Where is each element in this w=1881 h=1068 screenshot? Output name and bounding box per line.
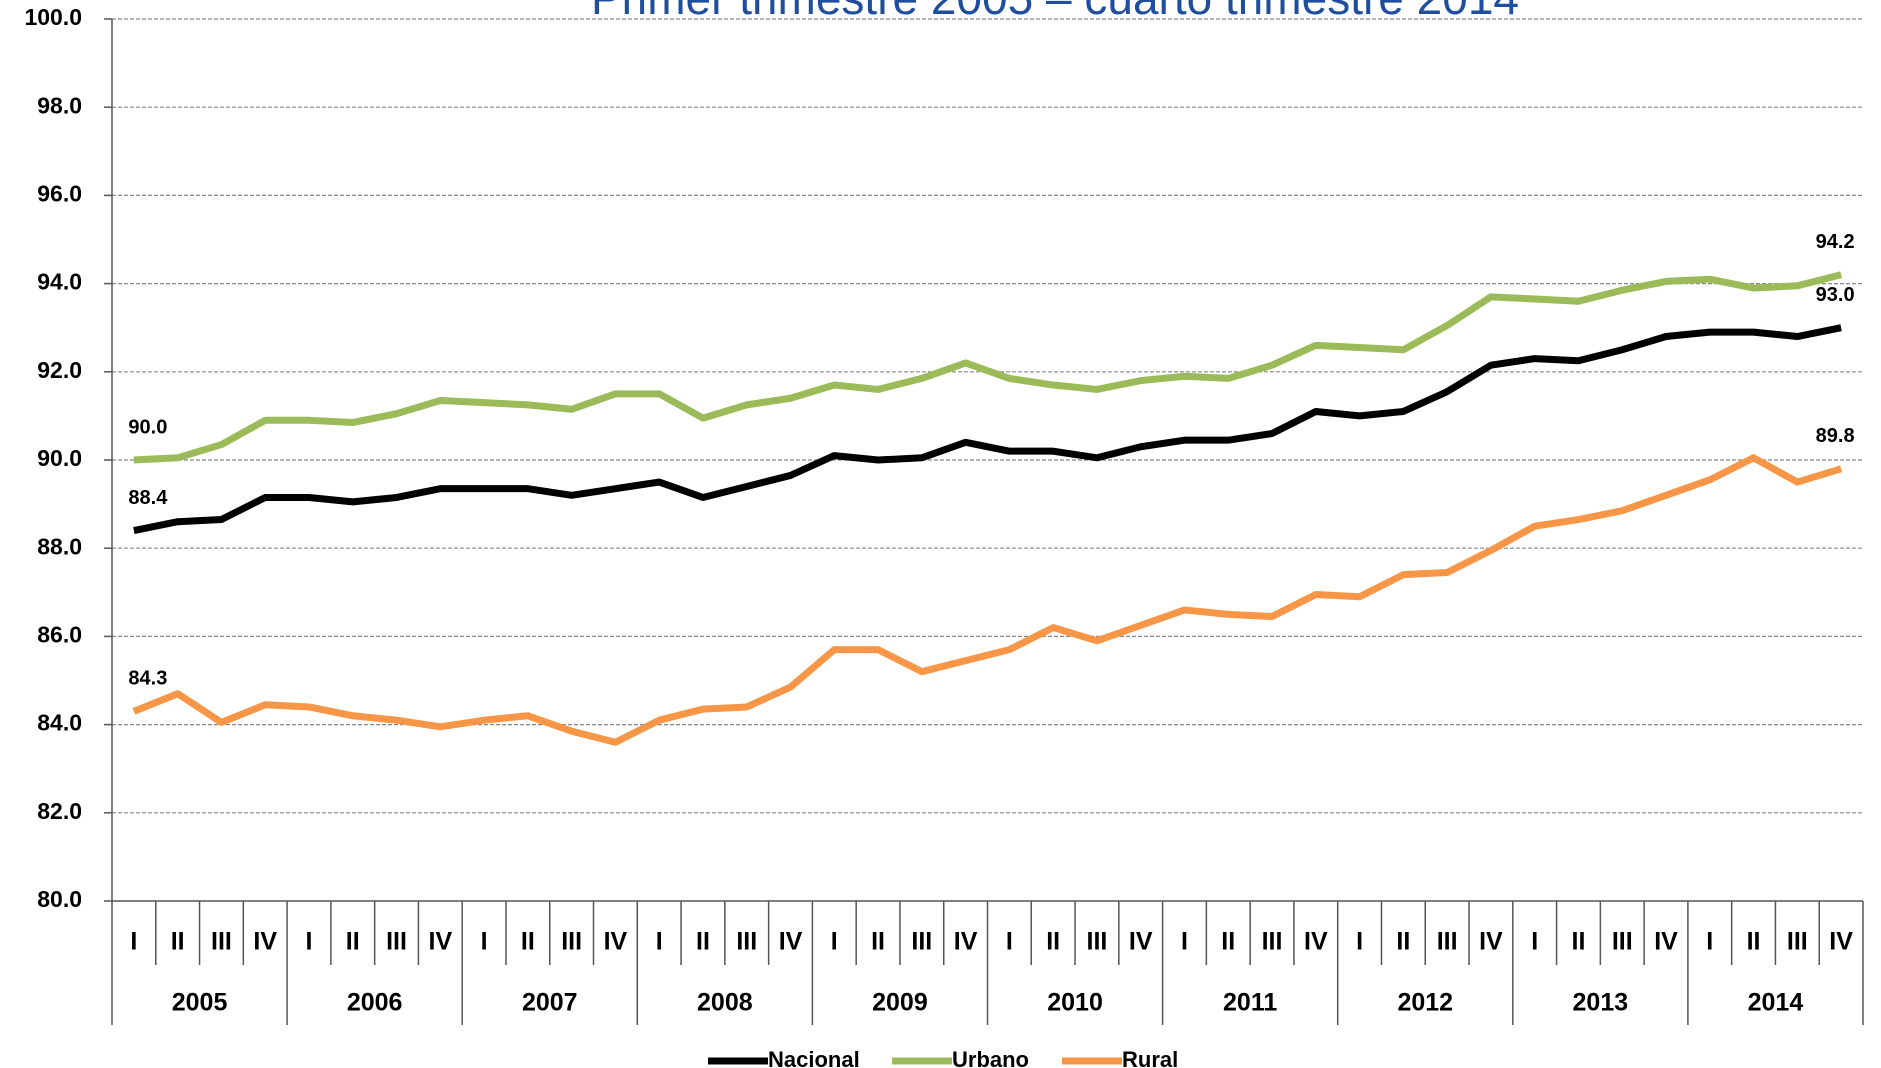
year-label: 2013	[1573, 989, 1629, 1017]
x-tick-label: III	[1437, 928, 1458, 956]
y-tick-label: 94.0	[37, 269, 82, 295]
x-tick-label: IV	[1654, 928, 1678, 956]
x-tick-label: II	[1747, 928, 1761, 956]
year-label: 2006	[347, 989, 403, 1017]
x-tick-label: II	[1046, 928, 1060, 956]
data-label: 88.4	[128, 487, 168, 509]
y-tick-label: 92.0	[37, 357, 82, 383]
x-tick-label: IV	[1829, 928, 1853, 956]
x-tick-label: II	[871, 928, 885, 956]
year-label: 2011	[1223, 989, 1277, 1017]
x-tick-label: III	[736, 928, 757, 956]
x-tick-label: IV	[779, 928, 803, 956]
data-label: 93.0	[1816, 284, 1855, 306]
x-tick-label: III	[386, 928, 407, 956]
x-tick-label: I	[831, 928, 838, 956]
series-line	[133, 271, 1842, 464]
x-tick-label: III	[561, 928, 582, 956]
x-tick-label: IV	[1479, 928, 1503, 956]
x-tick-label: II	[1221, 928, 1235, 956]
x-tick-label: IV	[253, 928, 277, 956]
x-tick-label: I	[1706, 928, 1713, 956]
data-label: 89.8	[1816, 425, 1855, 447]
y-tick-label: 96.0	[37, 180, 82, 206]
data-label: 94.2	[1816, 231, 1855, 253]
x-tick-label: I	[1531, 928, 1538, 956]
series-line	[133, 324, 1842, 534]
data-label: 90.0	[128, 416, 167, 438]
y-tick-label: 82.0	[37, 798, 82, 824]
chart-title: Primer trimestre 2005 – cuarto trimestre…	[591, 0, 1519, 24]
x-tick-label: III	[1612, 928, 1633, 956]
legend-label: Rural	[1122, 1047, 1178, 1068]
x-tick-label: IV	[954, 928, 978, 956]
x-tick-label: III	[911, 928, 932, 956]
x-tick-label: I	[130, 928, 137, 956]
y-tick-label: 80.0	[37, 886, 82, 912]
year-label: 2012	[1397, 989, 1453, 1017]
x-tick-label: III	[1787, 928, 1808, 956]
x-tick-label: IV	[1129, 928, 1153, 956]
year-label: 2010	[1047, 989, 1103, 1017]
x-tick-label: II	[521, 928, 535, 956]
x-tick-label: II	[171, 928, 185, 956]
legend-label: Urbano	[952, 1047, 1029, 1068]
x-tick-label: II	[1572, 928, 1586, 956]
y-tick-label: 86.0	[37, 621, 82, 647]
x-tick-label: II	[1396, 928, 1410, 956]
x-tick-label: III	[1262, 928, 1283, 956]
year-label: 2014	[1748, 989, 1804, 1017]
x-tick-label: III	[211, 928, 232, 956]
x-tick-label: I	[1181, 928, 1188, 956]
y-tick-label: 90.0	[37, 445, 82, 471]
year-label: 2007	[522, 989, 578, 1017]
year-label: 2005	[172, 989, 228, 1017]
legend-label: Nacional	[768, 1047, 860, 1068]
x-tick-label: III	[1087, 928, 1108, 956]
y-tick-label: 100.0	[24, 4, 82, 30]
x-tick-label: IV	[429, 928, 453, 956]
year-label: 2008	[697, 989, 753, 1017]
series-line	[132, 454, 1843, 746]
y-tick-label: 88.0	[37, 533, 82, 559]
x-tick-label: I	[656, 928, 663, 956]
y-tick-label: 84.0	[37, 710, 82, 736]
x-tick-label: II	[696, 928, 710, 956]
year-label: 2009	[872, 989, 928, 1017]
x-tick-label: IV	[604, 928, 628, 956]
data-label: 84.3	[128, 668, 167, 690]
x-tick-label: I	[1356, 928, 1363, 956]
x-tick-label: I	[481, 928, 488, 956]
x-tick-label: II	[346, 928, 360, 956]
x-tick-label: I	[306, 928, 313, 956]
x-tick-label: IV	[1304, 928, 1328, 956]
y-tick-label: 98.0	[37, 92, 82, 118]
x-tick-label: I	[1006, 928, 1013, 956]
